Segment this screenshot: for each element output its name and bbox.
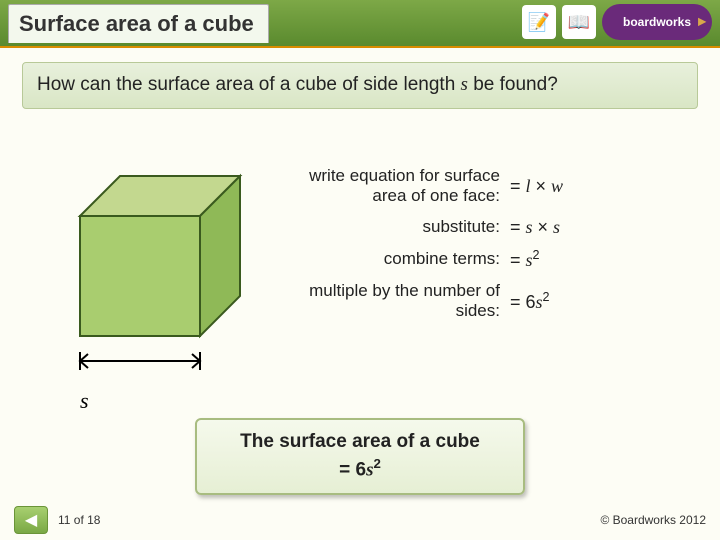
step-label: substitute: (280, 217, 510, 237)
conclusion-line1: The surface area of a cube (209, 430, 511, 455)
step-formula: = s × s (510, 217, 560, 238)
cube-diagram (70, 166, 250, 376)
step-row: multiple by the number of sides:= 6s2 (280, 281, 690, 322)
step-formula: = 6s2 (510, 290, 550, 313)
logo-text: boardworks (623, 15, 691, 29)
question-suffix: be found? (468, 74, 558, 95)
cube-side-label: s (80, 388, 89, 414)
content: How can the surface area of a cube of si… (0, 48, 720, 500)
header-icons: 📝 📖 boardworks (522, 4, 712, 40)
question-box: How can the surface area of a cube of si… (22, 62, 698, 109)
page-title: Surface area of a cube (8, 4, 269, 43)
step-label: combine terms: (280, 249, 510, 269)
step-formula: = l × w (510, 176, 563, 197)
conclusion-box: The surface area of a cube = 6s2 (195, 418, 525, 495)
conclusion-line2: = 6s2 (209, 455, 511, 483)
copyright: © Boardworks 2012 (600, 513, 706, 527)
page-number: 11 of 18 (58, 513, 100, 527)
logo: boardworks (602, 4, 712, 40)
step-row: write equation for surface area of one f… (280, 166, 690, 207)
notes-icon[interactable]: 📝 (522, 5, 556, 39)
step-label: multiple by the number of sides: (280, 281, 510, 322)
step-row: combine terms:= s2 (280, 248, 690, 271)
step-row: substitute:= s × s (280, 217, 690, 238)
book-icon[interactable]: 📖 (562, 5, 596, 39)
footer: ◀ 11 of 18 © Boardworks 2012 (0, 500, 720, 540)
step-formula: = s2 (510, 248, 540, 271)
prev-arrow-icon[interactable]: ◀ (14, 506, 48, 534)
question-variable: s (461, 74, 468, 95)
step-label: write equation for surface area of one f… (280, 166, 510, 207)
header: Surface area of a cube 📝 📖 boardworks (0, 0, 720, 48)
steps-list: write equation for surface area of one f… (280, 166, 690, 332)
question-prefix: How can the surface area of a cube of si… (37, 74, 461, 95)
footer-left: ◀ 11 of 18 (14, 506, 100, 534)
